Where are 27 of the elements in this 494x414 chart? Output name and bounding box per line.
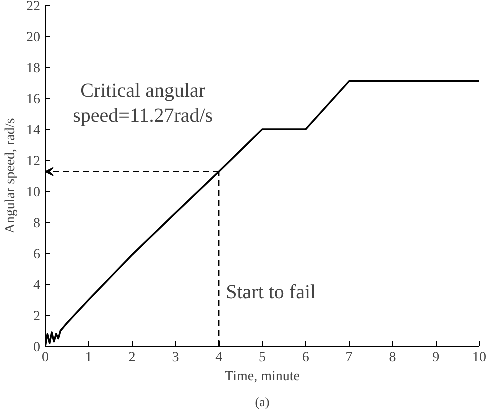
x-tick-label: 5 [259, 350, 266, 366]
y-tick-label: 22 [26, 0, 40, 14]
y-tick-label: 20 [26, 30, 40, 46]
y-tick-label: 6 [34, 248, 40, 262]
y-tick-label: 0 [34, 340, 40, 356]
y-tick-label: 16 [26, 92, 40, 108]
x-tick-label: 10 [472, 350, 486, 366]
x-axis-title: Time, minute [225, 370, 300, 384]
x-tick-label: 8 [389, 350, 396, 366]
x-tick-label: 1 [85, 350, 92, 366]
y-tick-label: 8 [34, 216, 40, 232]
y-tick-label: 12 [26, 154, 40, 170]
y-axis-title: Angular speed, rad/s [4, 118, 18, 234]
annotation: Start to fail [226, 282, 317, 304]
x-tick-label: 4 [216, 350, 223, 366]
x-tick-label: 7 [346, 350, 353, 366]
y-tick-label: 18 [26, 62, 40, 76]
x-tick-label: 3 [172, 350, 180, 366]
y-tick-label: 10 [26, 186, 40, 200]
y-tick-label: 4 [34, 278, 40, 294]
text: (a) [255, 394, 270, 410]
x-tick-label: 2 [128, 350, 136, 366]
y-tick-label: 14 [26, 124, 40, 138]
x-tick-label: 6 [302, 350, 310, 366]
x-tick-label: 9 [432, 350, 440, 366]
annotation: Critical angular speed=11.27rad/s [73, 80, 214, 127]
y-tick-label: 2 [34, 310, 40, 324]
